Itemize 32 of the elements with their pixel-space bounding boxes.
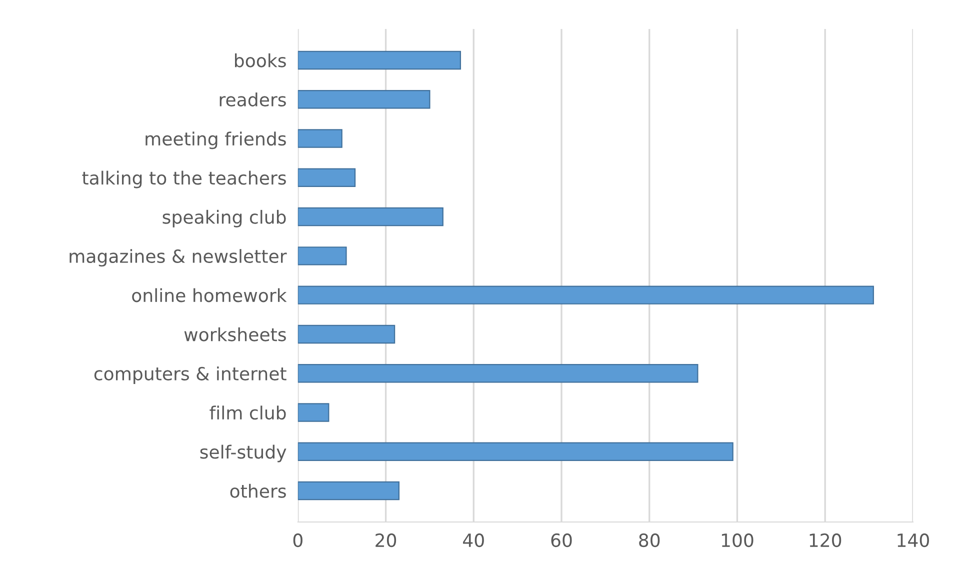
y-tick-label: readers bbox=[220, 92, 286, 106]
y-tick-label: others bbox=[230, 484, 286, 498]
bar bbox=[298, 168, 356, 188]
bar bbox=[298, 324, 396, 344]
y-tick-label: self-study bbox=[200, 444, 286, 462]
y-tick-label: computers & internet bbox=[94, 366, 286, 384]
x-tick-label: 40 bbox=[463, 533, 484, 548]
x-tick-label: 20 bbox=[376, 533, 396, 548]
bar bbox=[298, 286, 874, 304]
bar bbox=[298, 50, 462, 70]
bar bbox=[298, 364, 698, 383]
x-tick-label: 0 bbox=[293, 533, 302, 548]
y-tick-label: speaking club bbox=[162, 210, 286, 228]
x-tick-label: 120 bbox=[810, 533, 842, 548]
y-tick-label: talking to the teachers bbox=[82, 170, 286, 188]
bar bbox=[298, 129, 342, 148]
y-tick-label: film club bbox=[210, 406, 286, 420]
y-tick-label: magazines & newsletter bbox=[70, 249, 287, 267]
x-tick-label: 100 bbox=[722, 533, 754, 548]
x-tick-label: 60 bbox=[551, 533, 572, 548]
bar bbox=[298, 442, 734, 462]
y-tick-label: online homework bbox=[132, 288, 287, 302]
x-tick-label: 140 bbox=[898, 533, 929, 548]
bar bbox=[298, 90, 430, 109]
bar bbox=[298, 403, 330, 422]
x-tick-label: 80 bbox=[639, 533, 660, 548]
bar bbox=[298, 207, 444, 226]
y-tick-label: meeting friends bbox=[146, 132, 286, 150]
y-tick-label: books bbox=[235, 53, 286, 68]
bar bbox=[298, 246, 347, 266]
bar bbox=[298, 481, 400, 500]
y-tick-label: worksheets bbox=[184, 327, 286, 342]
